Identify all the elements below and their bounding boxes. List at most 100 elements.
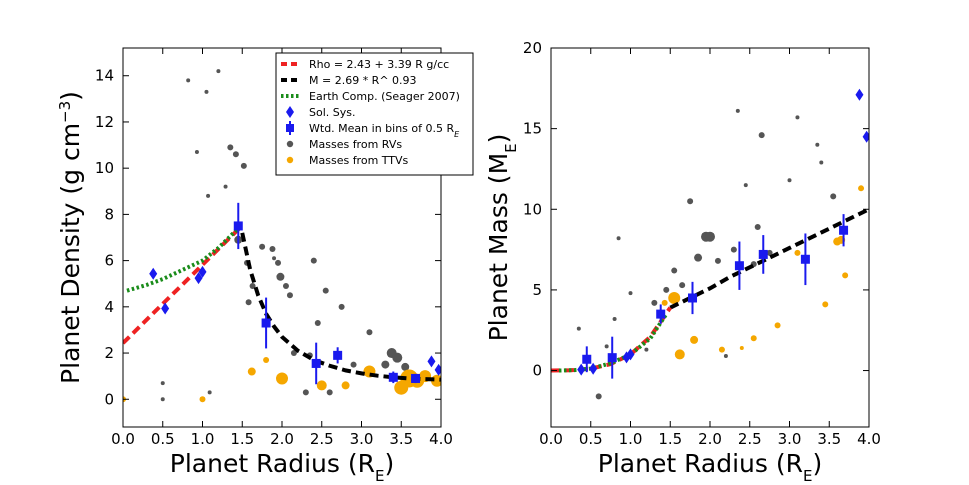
mass-x-tick-label: 2.5	[738, 430, 762, 448]
legend-box	[275, 52, 474, 176]
mass-point-rv	[671, 267, 678, 274]
legend: Rho = 2.43 + 3.39 R g/cc M = 2.69 * R^ 0.…	[275, 52, 474, 176]
mass-point-rv	[735, 108, 740, 113]
legend-entry: M = 2.69 * R^ 0.93	[309, 74, 417, 87]
mass-binned-mean-square	[607, 353, 617, 363]
density-x-axis-label: Planet Radius (RE)	[170, 449, 394, 485]
mass-point-ttv	[774, 322, 781, 329]
density-point-rv	[223, 184, 228, 189]
density-point-rv	[286, 292, 293, 299]
density-x-tick-label: 3.0	[350, 430, 374, 448]
mass-point-ttv	[674, 349, 685, 360]
density-point-ttv	[276, 372, 288, 385]
mass-point-rv	[705, 231, 715, 242]
legend-swatch-dot	[286, 156, 294, 164]
mass-x-tick-label: 4.0	[857, 430, 881, 448]
density-binned-mean-square	[411, 373, 421, 383]
density-point-rv	[272, 256, 277, 261]
density-point-rv	[302, 389, 309, 396]
mass-binned-mean-square	[758, 249, 768, 259]
mass-point-ttv	[794, 249, 801, 256]
density-point-rv	[160, 397, 165, 402]
mass-point-rv	[723, 354, 728, 359]
density-point-rv	[227, 144, 234, 151]
density-point-rv	[207, 390, 212, 395]
density-x-tick-label: 0.5	[151, 430, 175, 448]
density-x-tick-label: 2.5	[310, 430, 334, 448]
mass-point-rv	[576, 326, 581, 331]
mass-x-tick-label: 0.5	[579, 430, 603, 448]
density-point-rv	[381, 360, 390, 369]
density-y-tick-label: 10	[95, 159, 114, 177]
mass-x-tick-label: 0.0	[539, 430, 563, 448]
density-point-ttv	[199, 396, 206, 403]
density-x-tick-label: 1.5	[230, 430, 254, 448]
mass-point-rv	[830, 193, 837, 200]
mass-point-rv	[616, 236, 621, 241]
mass-y-tick-label: 10	[523, 200, 542, 218]
density-point-rv	[186, 78, 191, 83]
mass-point-ttv	[822, 301, 829, 308]
density-solar-system-diamond	[198, 265, 207, 278]
density-point-rv	[310, 257, 317, 264]
mass-solar-system-diamond	[855, 88, 864, 101]
density-point-ttv	[316, 380, 327, 391]
legend-swatch-square	[286, 124, 294, 132]
density-point-ttv	[341, 381, 350, 390]
density-solar-system-diamond	[434, 363, 441, 376]
density-point-rv	[366, 329, 373, 336]
mass-point-rv	[730, 246, 737, 253]
mass-binned-mean-square	[734, 261, 744, 271]
density-point-rv	[322, 287, 329, 294]
mass-x-tick-label: 3.0	[778, 430, 802, 448]
mass-point-rv	[743, 183, 748, 188]
mass-point-ttv	[668, 291, 681, 304]
mass-solar-system-diamond	[589, 362, 598, 375]
mass-binned-mean-square	[582, 354, 592, 364]
density-point-ttv	[263, 356, 270, 363]
density-point-rv	[275, 259, 282, 266]
density-point-rv	[206, 193, 211, 198]
density-x-tick-label: 1.0	[191, 430, 215, 448]
density-point-rv	[326, 389, 333, 396]
density-fit-line-mass	[240, 232, 441, 382]
mass-x-axis-label: Planet Radius (RE)	[598, 449, 822, 485]
density-point-rv	[245, 299, 252, 306]
density-y-tick-label: 2	[104, 344, 114, 362]
mass-point-ttv	[842, 272, 849, 279]
mass-plot-area	[551, 88, 869, 400]
mass-point-ttv	[858, 185, 865, 192]
mass-solar-system-diamond	[577, 363, 586, 376]
density-point-rv	[259, 243, 266, 250]
mass-binned-mean-square	[800, 254, 810, 264]
density-point-rv	[276, 272, 285, 281]
density-point-rv	[350, 361, 357, 368]
density-x-tick-label: 0.0	[111, 430, 135, 448]
density-fit-line-earth	[126, 226, 240, 293]
legend-swatch-dot	[286, 140, 294, 148]
mass-point-rv	[679, 282, 686, 289]
density-binned-mean-square	[311, 358, 321, 368]
mass-point-rv	[687, 198, 694, 205]
density-y-tick-label: 12	[95, 113, 114, 131]
mass-point-ttv	[661, 299, 668, 306]
density-point-ttv	[247, 367, 256, 376]
density-y-tick-label: 6	[104, 252, 114, 270]
density-point-rv	[338, 303, 345, 310]
mass-x-tick-label: 3.5	[817, 430, 841, 448]
legend-entry: Rho = 2.43 + 3.39 R g/cc	[309, 58, 449, 71]
density-point-rv	[204, 89, 209, 94]
density-point-rv	[269, 246, 276, 253]
density-y-tick-label: 4	[104, 298, 114, 316]
mass-y-tick-label: 0	[532, 362, 542, 380]
mass-fit-line-earth	[558, 313, 668, 373]
mass-point-ttv	[750, 335, 757, 342]
density-point-rv	[160, 381, 165, 386]
legend-entry: Sol. Sys.	[309, 106, 355, 119]
mass-point-rv	[628, 291, 633, 296]
legend-swatch-diamond	[286, 106, 294, 118]
mass-fit-line-mass	[669, 207, 869, 310]
legend-entry: Earth Comp. (Seager 2007)	[309, 90, 460, 103]
mass-y-axis-label: Planet Mass (ME)	[484, 134, 520, 342]
